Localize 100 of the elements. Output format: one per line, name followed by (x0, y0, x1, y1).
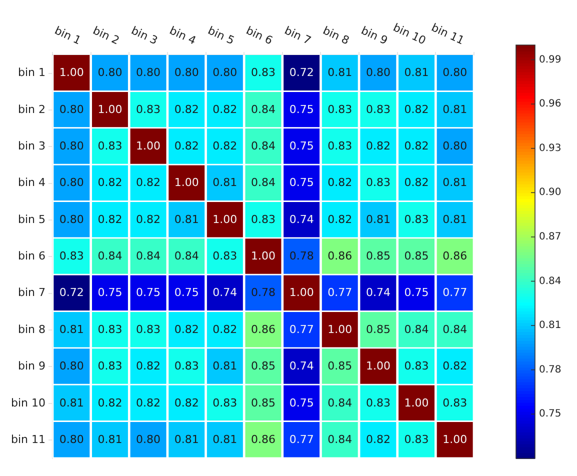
data-label: 0.82 (136, 176, 161, 190)
data-label: 0.82 (136, 396, 161, 410)
data-label: 0.85 (366, 322, 390, 336)
y-tick-label: bin 2 (18, 102, 46, 116)
y-tick-label: bin 6 (18, 250, 46, 263)
color-bar-label: 0.87 (539, 232, 562, 243)
data-label: 0.83 (59, 250, 84, 263)
data-label: 0.77 (289, 432, 314, 446)
x-tick-label: bin 6 (244, 24, 275, 48)
data-label: 0.82 (212, 140, 238, 153)
data-label: 0.72 (59, 286, 84, 300)
data-label: 0.83 (98, 360, 122, 373)
data-label: 0.80 (59, 432, 84, 446)
data-label: 0.80 (136, 66, 161, 80)
data-label: 0.85 (404, 250, 429, 263)
y-tick-label: bin 1 (18, 66, 46, 80)
data-label: 0.75 (289, 176, 314, 190)
data-label: 0.74 (366, 286, 390, 300)
data-label: 1.00 (212, 212, 238, 226)
data-label: 0.75 (289, 396, 314, 410)
color-bar-label: 0.75 (539, 408, 562, 420)
data-label: 0.82 (98, 176, 122, 190)
data-label: 0.75 (98, 286, 122, 300)
data-label: 1.00 (366, 360, 390, 373)
data-label: 0.82 (442, 360, 468, 373)
data-label: 0.81 (442, 176, 468, 190)
color-bar-label: 0.90 (539, 187, 562, 198)
y-tick-label: bin 5 (18, 212, 46, 226)
data-label: 0.83 (212, 396, 238, 410)
data-label: 0.82 (328, 212, 352, 226)
data-label: 0.86 (328, 250, 352, 263)
data-label: 0.83 (366, 102, 390, 116)
y-tick-label: bin 11 (10, 432, 46, 446)
data-label: 0.80 (59, 102, 84, 116)
data-label: 0.84 (98, 250, 122, 263)
data-label: 0.80 (59, 140, 84, 153)
color-bar-label: 0.99 (539, 54, 562, 66)
color-bar-label: 0.78 (539, 364, 562, 376)
data-label: 0.83 (212, 250, 238, 263)
x-tick-label: bin 5 (206, 24, 236, 48)
data-label: 0.74 (289, 360, 314, 373)
data-label: 0.78 (289, 250, 314, 263)
data-label: 0.80 (98, 66, 122, 80)
data-label: 0.82 (366, 140, 390, 153)
data-label: 1.00 (328, 322, 352, 336)
y-tick-label: bin 4 (18, 176, 46, 190)
x-tick-label: bin 10 (391, 20, 428, 48)
data-label: 0.81 (212, 432, 238, 446)
x-tick-label: bin 3 (129, 24, 160, 48)
y-tick-label: bin 9 (18, 360, 46, 373)
data-label: 1.00 (251, 250, 276, 263)
data-label: 0.81 (212, 360, 238, 373)
data-label: 0.81 (442, 212, 468, 226)
data-label: 0.80 (442, 140, 468, 153)
data-label: 0.74 (212, 286, 238, 300)
data-label: 0.81 (328, 66, 352, 80)
data-label: 0.85 (251, 396, 276, 410)
data-label: 0.82 (174, 102, 199, 116)
data-label: 0.82 (98, 212, 122, 226)
x-tick-label: bin 9 (359, 24, 390, 48)
data-label: 0.81 (366, 212, 390, 226)
data-label: 0.80 (136, 432, 161, 446)
data-label: 1.00 (442, 432, 468, 446)
data-label: 0.81 (59, 396, 84, 410)
data-label: 0.83 (98, 322, 122, 336)
data-label: 0.75 (174, 286, 199, 300)
data-label: 1.00 (289, 286, 314, 300)
data-label: 0.81 (442, 102, 468, 116)
data-label: 0.84 (328, 432, 352, 446)
data-label: 0.84 (136, 250, 161, 263)
data-label: 0.83 (366, 396, 390, 410)
x-tick-label: bin 1 (52, 24, 84, 48)
color-bar-label: 0.81 (539, 320, 562, 332)
data-label: 0.83 (404, 432, 429, 446)
data-label: 1.00 (174, 176, 199, 190)
color-bar-label: 0.93 (539, 142, 562, 154)
data-label: 0.81 (174, 432, 199, 446)
data-label: 0.83 (251, 212, 276, 226)
data-label: 0.81 (404, 66, 429, 80)
data-label: 0.82 (98, 396, 122, 410)
y-tick-label: bin 8 (18, 322, 46, 336)
data-label: 0.80 (59, 212, 84, 226)
x-tick-label: bin 7 (282, 24, 313, 48)
data-label: 0.84 (251, 102, 276, 116)
data-label: 0.82 (174, 140, 199, 153)
x-tick-label: bin 4 (168, 24, 198, 48)
data-label: 0.83 (404, 212, 429, 226)
data-label: 1.00 (136, 140, 161, 153)
data-label: 0.82 (366, 432, 390, 446)
data-label: 0.82 (404, 140, 429, 153)
data-label: 0.77 (289, 322, 314, 336)
data-label: 0.81 (59, 322, 84, 336)
x-tick-label: bin 11 (429, 20, 466, 48)
data-label: 0.75 (289, 140, 314, 153)
data-label: 0.86 (251, 432, 276, 446)
data-label: 0.83 (136, 322, 161, 336)
data-label: 0.80 (59, 360, 84, 373)
data-label: 1.00 (98, 102, 122, 116)
y-tick-label: bin 7 (18, 286, 46, 300)
data-label: 0.80 (174, 66, 199, 80)
